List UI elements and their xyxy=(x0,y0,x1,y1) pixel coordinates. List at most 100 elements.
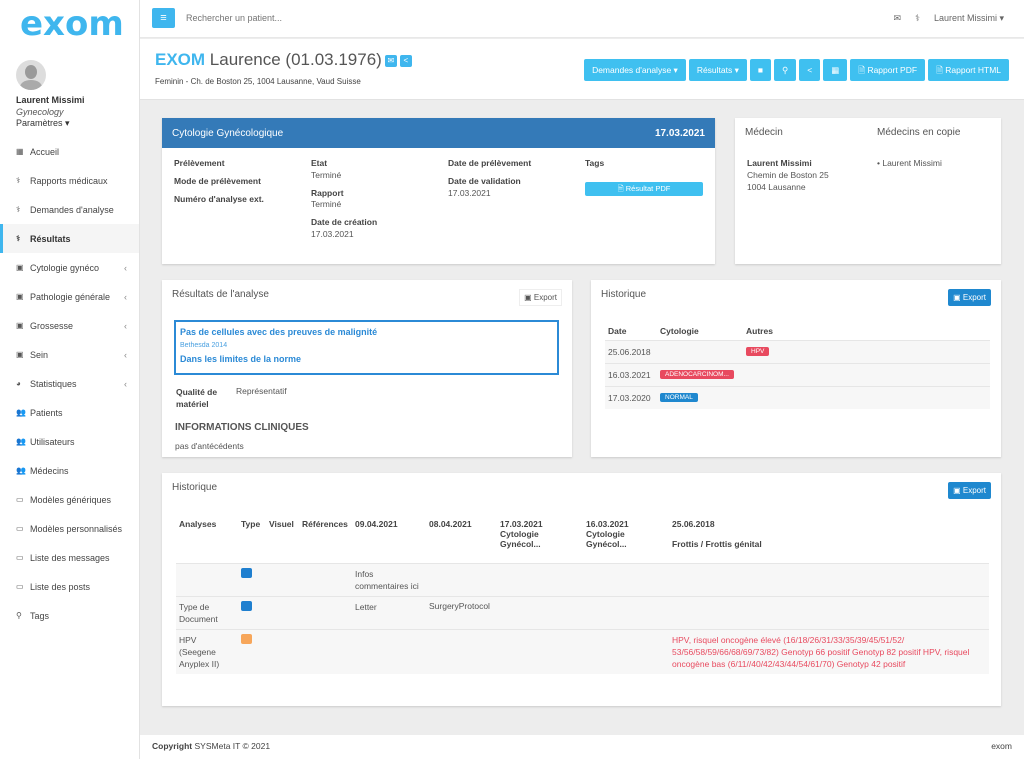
sidebar-item-label: Médecins xyxy=(30,465,69,476)
sidebar-item-demandes-d-analyse[interactable]: ⚕ Demandes d'analyse xyxy=(0,195,139,224)
sidebar-item-label: Tags xyxy=(30,610,50,621)
location-icon[interactable]: ⚲ xyxy=(774,59,797,81)
value-cell: HPV, risquel oncogène élevé (16/18/26/31… xyxy=(672,635,970,669)
prelevement-label: Prélèvement xyxy=(174,158,225,168)
value-cell xyxy=(669,597,989,630)
sidebar: exom Laurent Missimi Gynecology Paramètr… xyxy=(0,0,140,759)
sidebar-item-médecins[interactable]: 👥 Médecins xyxy=(0,456,139,485)
sidebar-item-sein[interactable]: ▣ Sein ‹ xyxy=(0,340,139,369)
demandes-analyse-button[interactable]: Demandes d'analyse ▾ xyxy=(584,59,686,81)
calendar-icon[interactable]: ▦ xyxy=(823,59,848,81)
nav-icon: ⚕ xyxy=(16,234,21,243)
value-cell xyxy=(426,564,497,597)
doctor-copy: • Laurent Missimi xyxy=(877,158,942,168)
patient-header: EXOM Laurence (01.03.1976) ✉ < Feminin - C… xyxy=(140,39,1024,100)
export-button[interactable]: ▣ Export xyxy=(948,482,991,499)
sidebar-item-cytologie-gynéco[interactable]: ▣ Cytologie gynéco ‹ xyxy=(0,253,139,282)
sidebar-item-liste-des-posts[interactable]: ▭ Liste des posts xyxy=(0,572,139,601)
column-header: Références xyxy=(302,519,348,529)
rapport-html-button[interactable]: 🗎 Rapport HTML xyxy=(928,59,1009,81)
user-menu[interactable]: Laurent Missimi ▾ xyxy=(933,13,1004,23)
table-row[interactable]: 17.03.2020 NORMAL xyxy=(605,386,990,409)
quality-value: Représentatif xyxy=(236,386,287,396)
nav-icon: ▭ xyxy=(16,582,24,591)
sidebar-item-liste-des-messages[interactable]: ▭ Liste des messages xyxy=(0,543,139,572)
export-button[interactable]: ▣ Export xyxy=(948,289,991,306)
cytology-badge[interactable]: NORMAL xyxy=(660,393,698,402)
share-icon[interactable]: < xyxy=(399,54,412,67)
sidebar-item-label: Grossesse xyxy=(30,320,74,331)
footer: Copyright SYSMeta IT © 2021 exom xyxy=(140,735,1024,759)
settings-dropdown[interactable]: Paramètres ▾ xyxy=(16,118,70,128)
column-header: 25.06.2018 Frottis / Frottis génital xyxy=(672,519,762,549)
nav-icon: ⚲ xyxy=(16,611,22,620)
user-name: Laurent Missimi xyxy=(16,95,85,105)
analysis-card: Cytologie Gynécologique 17.03.2021 Prélèv… xyxy=(162,118,715,264)
sidebar-item-patients[interactable]: 👥 Patients xyxy=(0,398,139,427)
column-header: Analyses xyxy=(179,519,217,529)
column-header: 17.03.2021 Cytologie Gynécol... xyxy=(500,519,543,549)
col-autres: Autres xyxy=(746,326,773,336)
rapport-pdf-button[interactable]: 🗎 Rapport PDF xyxy=(850,59,926,81)
value-cell: Letter xyxy=(355,602,377,612)
column-header: Visuel xyxy=(269,519,294,529)
sidebar-item-label: Accueil xyxy=(30,146,60,157)
chevron-left-icon: ‹ xyxy=(124,378,127,389)
patient-search-input[interactable] xyxy=(186,13,486,23)
history-matrix-table: Analyses Type Visuel Références 09.04.2021 08… xyxy=(176,515,989,674)
history-matrix-card: Historique ▣ Export Analyses Type Visuel Ré… xyxy=(162,473,1001,706)
sidebar-item-grossesse[interactable]: ▣ Grossesse ‹ xyxy=(0,311,139,340)
copyright-text: SYSMeta IT © 2021 xyxy=(194,741,271,751)
sidebar-item-statistiques[interactable]: ◕ Statistiques ‹ xyxy=(0,369,139,398)
result-line-2: Dans les limites de la norme xyxy=(180,354,302,364)
sidebar-item-label: Utilisateurs xyxy=(30,436,75,447)
logo[interactable]: exom xyxy=(20,4,124,44)
column-header: 09.04.2021 xyxy=(355,519,398,529)
sidebar-item-label: Modèles génériques xyxy=(30,494,112,505)
share-icon[interactable]: < xyxy=(799,59,821,81)
table-row[interactable]: 16.03.2021 ADENOCARCINOM... xyxy=(605,363,990,387)
doctor-street: Chemin de Boston 25 xyxy=(747,170,829,180)
avatar[interactable] xyxy=(16,60,46,90)
value-cell xyxy=(352,630,426,675)
sidebar-item-label: Résultats xyxy=(30,233,71,244)
analysis-cell: HPV (Seegene Anyplex II) xyxy=(179,635,220,669)
cytology-badge[interactable]: ADENOCARCINOM... xyxy=(660,370,734,379)
chevron-left-icon: ‹ xyxy=(124,349,127,360)
mail-icon[interactable]: ✉ xyxy=(384,54,397,67)
sidebar-item-résultats[interactable]: ⚕ Résultats xyxy=(0,224,139,253)
sidebar-item-modèles-génériques[interactable]: ▭ Modèles génériques xyxy=(0,485,139,514)
numero-label: Numéro d'analyse ext. xyxy=(174,194,264,204)
patient-lastname: EXOM xyxy=(155,50,206,69)
stethoscope-icon[interactable]: ⚕ xyxy=(915,13,920,23)
resultats-button[interactable]: Résultats ▾ xyxy=(688,59,747,81)
other-badge[interactable]: HPV xyxy=(746,347,770,356)
sidebar-item-pathologie-générale[interactable]: ▣ Pathologie générale ‹ xyxy=(0,282,139,311)
analysis-cell xyxy=(176,564,238,597)
video-icon[interactable]: ■ xyxy=(749,59,772,81)
date-cell: 17.03.2020 xyxy=(608,393,651,403)
table-row[interactable]: 25.06.2018 HPV xyxy=(605,340,990,364)
sidebar-item-utilisateurs[interactable]: 👥 Utilisateurs xyxy=(0,427,139,456)
nav-icon: ▦ xyxy=(16,147,24,156)
nav-icon: ◕ xyxy=(16,379,21,388)
nav-icon: 👥 xyxy=(16,437,26,446)
creation-value: 17.03.2021 xyxy=(311,229,354,239)
clinical-text: pas d'antécédents xyxy=(175,441,244,451)
sidebar-item-tags[interactable]: ⚲ Tags xyxy=(0,601,139,630)
chevron-left-icon: ‹ xyxy=(124,262,127,273)
col-cytologie: Cytologie xyxy=(660,326,699,336)
sidebar-nav: ▦ Accueil ⚕ Rapports médicaux ⚕ Demandes d'an… xyxy=(0,137,139,630)
sidebar-item-rapports-médicaux[interactable]: ⚕ Rapports médicaux xyxy=(0,166,139,195)
sidebar-item-accueil[interactable]: ▦ Accueil xyxy=(0,137,139,166)
sidebar-item-modèles-personnalisés[interactable]: ▭ Modèles personnalisés xyxy=(0,514,139,543)
sidebar-item-label: Pathologie générale xyxy=(30,291,111,302)
export-button[interactable]: ▣ Export xyxy=(519,289,562,306)
mail-icon[interactable]: ✉ xyxy=(893,13,902,23)
menu-toggle-button[interactable]: ≡ xyxy=(152,8,175,28)
user-specialty: Gynecology xyxy=(16,107,64,117)
patient-title: EXOM Laurence (01.03.1976) ✉ < xyxy=(155,50,412,70)
resultat-pdf-button[interactable]: 🗎 Résultat PDF xyxy=(585,182,703,196)
footer-brand: exom xyxy=(991,741,1012,751)
result-line-1: Pas de cellules avec des preuves de mali… xyxy=(180,327,378,337)
